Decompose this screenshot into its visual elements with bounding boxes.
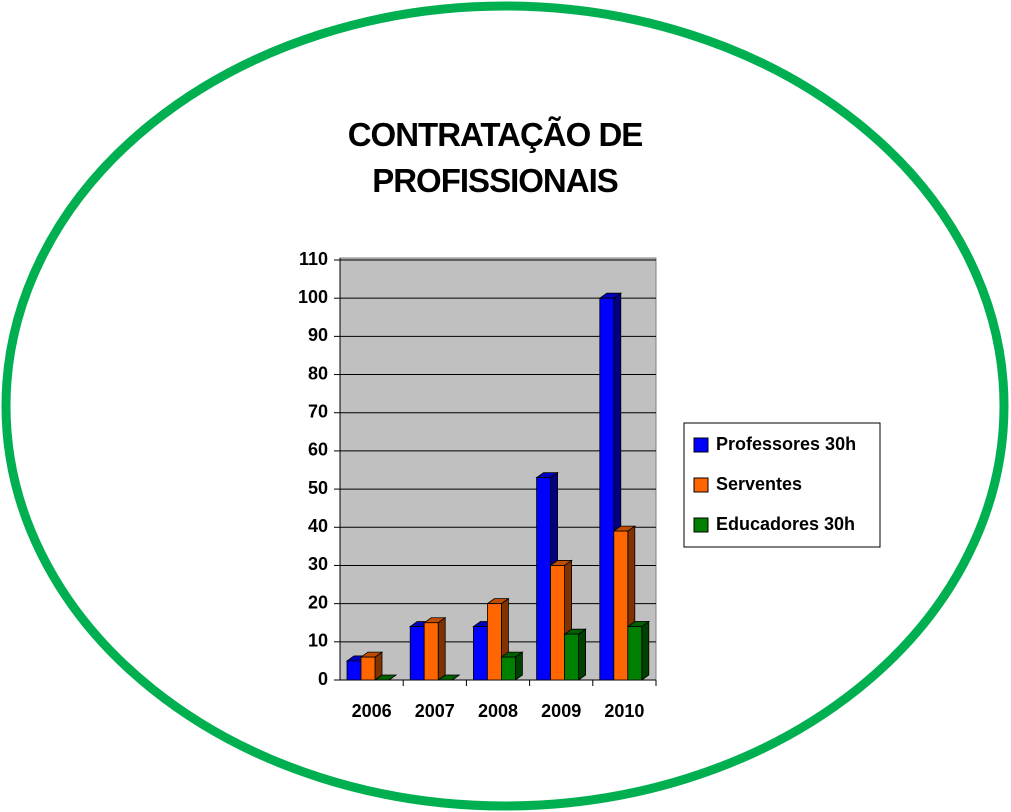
- legend-swatch: [693, 517, 709, 533]
- bar: [373, 674, 398, 681]
- bar-front: [536, 477, 551, 681]
- bar: [563, 628, 587, 681]
- chart-title: CONTRATAÇÃO DE PROFISSIONAIS: [347, 116, 644, 199]
- y-tick-label: 0: [318, 669, 328, 689]
- bar-front: [550, 565, 565, 681]
- bar: [359, 651, 384, 681]
- y-tick-label: 60: [308, 440, 328, 460]
- bar-front: [486, 603, 502, 681]
- y-tick-label: 70: [308, 401, 328, 421]
- bar-front: [613, 530, 629, 681]
- bar: [436, 674, 461, 681]
- bar-front: [472, 626, 488, 681]
- bar-front: [564, 633, 579, 681]
- y-tick-label: 20: [308, 592, 328, 612]
- bar: [626, 620, 651, 681]
- bar-top: [436, 674, 461, 681]
- bar-front: [599, 297, 615, 681]
- bar-front: [346, 660, 362, 681]
- legend-label: Educadores 30h: [716, 514, 855, 534]
- legend-box: [683, 422, 881, 548]
- legend-swatch: [693, 437, 709, 453]
- y-tick-label: 50: [308, 478, 328, 498]
- legend-swatch: [693, 477, 709, 493]
- bar-side: [641, 620, 650, 681]
- bar: [500, 651, 524, 681]
- y-tick-label: 40: [308, 516, 328, 536]
- x-tick-label: 2010: [604, 701, 644, 721]
- legend-label: Serventes: [716, 474, 802, 494]
- bar-top: [373, 674, 398, 681]
- bar-side: [578, 628, 586, 681]
- x-tick-label: 2009: [541, 701, 581, 721]
- bar-side: [437, 616, 446, 681]
- x-tick-label: 2007: [415, 701, 455, 721]
- bar-front: [627, 626, 643, 681]
- bar: [422, 616, 447, 681]
- bar-front: [500, 656, 516, 681]
- y-tick-label: 110: [299, 249, 328, 269]
- y-tick-label: 10: [308, 631, 328, 651]
- y-tick-label: 100: [298, 287, 328, 307]
- bar-front: [409, 626, 425, 681]
- y-tick-label: 90: [308, 325, 328, 345]
- y-tick-label: 80: [308, 363, 328, 383]
- bar-front: [423, 622, 439, 681]
- legend-label: Professores 30h: [716, 434, 856, 454]
- bar: [549, 559, 573, 681]
- bar-front: [360, 656, 376, 681]
- x-tick-label: 2006: [352, 701, 392, 721]
- x-tick-label: 2008: [478, 701, 518, 721]
- y-tick-label: 30: [308, 554, 328, 574]
